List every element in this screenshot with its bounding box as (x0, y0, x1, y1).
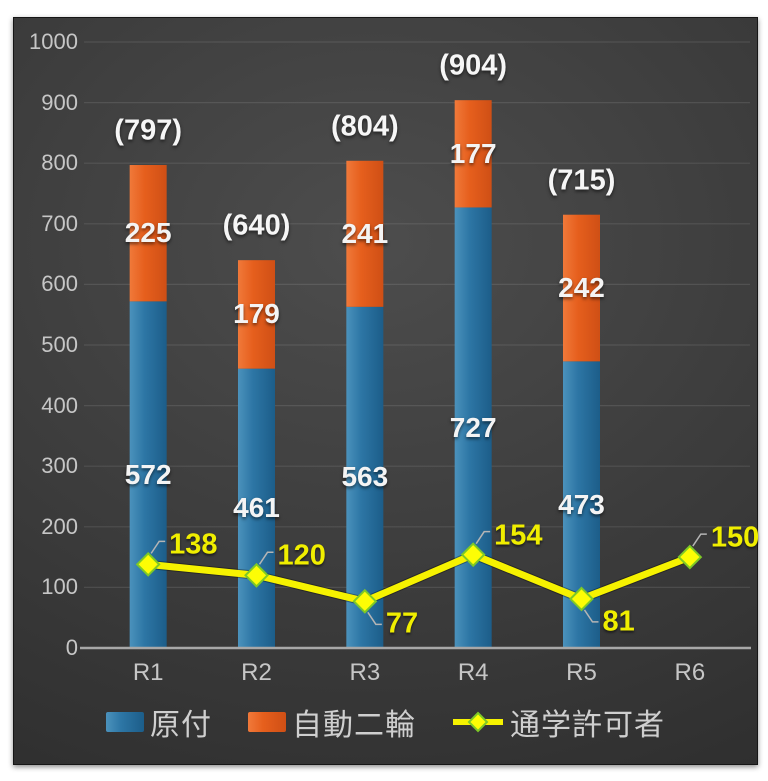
blue-bar-swatch-icon (106, 712, 144, 732)
bar-segment-moped (129, 301, 167, 648)
bar-segment-motorcycle (346, 160, 384, 307)
chart-area: 0 100 200 300 400 500 600 700 800 900 1000 R1 R2 R3 R4… (13, 17, 759, 765)
label-callout-line (150, 540, 166, 554)
label-callout-line (258, 551, 274, 565)
line-marker-diamond-icon (460, 542, 486, 568)
label-callout-line (367, 611, 382, 626)
legend-label-commuters: 通学許可者 (510, 709, 665, 742)
orange-bar-swatch-icon (248, 712, 286, 732)
legend-label-moped: 原付 (150, 709, 212, 742)
line-marker-diamond-icon (677, 544, 703, 570)
chart-canvas (80, 41, 751, 650)
bar-segment-motorcycle (563, 214, 600, 362)
bar-segment-moped (454, 207, 492, 649)
line-marker-diamond-icon (352, 588, 378, 614)
label-callout-line (475, 530, 491, 545)
line-series (135, 542, 703, 614)
bar-segment-moped (238, 368, 275, 648)
bar-segment-motorcycle (238, 260, 275, 369)
legend: 原付 自動二輪 通学許可者 (14, 700, 757, 744)
line-marker-diamond-icon (244, 562, 269, 588)
legend-item-motorcycle: 自動二輪 (248, 700, 416, 744)
line-diamond-swatch-icon (453, 711, 503, 733)
legend-item-commuters: 通学許可者 (452, 700, 665, 744)
bar-segment-motorcycle (129, 165, 167, 302)
label-callouts (150, 530, 707, 626)
bars (129, 100, 600, 649)
label-callout-line (692, 533, 707, 547)
bar-segment-motorcycle (454, 100, 492, 208)
line-marker-diamond-icon (569, 586, 594, 612)
legend-label-motorcycle: 自動二輪 (292, 709, 416, 742)
line-marker-diamond-icon (135, 551, 161, 577)
label-callout-line (583, 609, 599, 623)
gridlines (84, 41, 750, 589)
legend-item-moped: 原付 (106, 700, 212, 744)
